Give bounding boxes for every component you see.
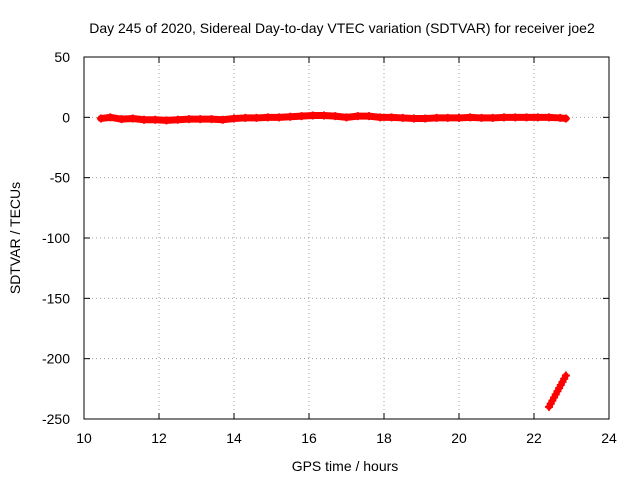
data-point — [443, 113, 452, 122]
data-point — [466, 113, 475, 122]
data-point — [365, 112, 373, 121]
data-point — [533, 113, 542, 122]
y-tick-label: 0 — [62, 109, 70, 125]
x-axis-label: GPS time / hours — [292, 458, 399, 474]
data-point — [275, 113, 283, 122]
grid — [84, 57, 609, 419]
data-point — [308, 111, 317, 120]
y-tick-label: -200 — [42, 351, 70, 367]
data-point — [410, 114, 418, 123]
data-point — [162, 116, 171, 125]
data-point — [477, 113, 486, 122]
x-tick-label: 14 — [226, 430, 242, 446]
data-point — [185, 115, 193, 124]
data-point — [353, 112, 362, 121]
data-point — [128, 114, 137, 123]
plot-frame — [83, 56, 610, 420]
data-point — [522, 113, 531, 122]
x-tick-label: 16 — [301, 430, 317, 446]
data-point — [218, 115, 227, 124]
data-series — [96, 111, 570, 411]
data-point — [263, 113, 272, 122]
data-point — [96, 114, 105, 123]
x-tick-label: 24 — [601, 430, 617, 446]
data-point — [331, 112, 340, 121]
x-tick-label: 10 — [76, 430, 92, 446]
data-point — [297, 112, 306, 121]
data-point — [342, 113, 351, 122]
y-tick-label: 50 — [54, 49, 70, 65]
data-point — [387, 113, 396, 122]
data-point — [545, 113, 553, 122]
data-point — [173, 115, 182, 124]
data-point — [286, 112, 295, 121]
data-point — [320, 111, 328, 120]
x-tick-label: 22 — [526, 430, 542, 446]
data-point — [376, 113, 385, 122]
data-point — [117, 115, 126, 124]
data-point — [151, 115, 160, 124]
data-point — [511, 113, 520, 122]
data-point — [252, 113, 261, 122]
x-tick-label: 20 — [451, 430, 467, 446]
data-point — [398, 113, 407, 122]
x-tick-label: 12 — [151, 430, 167, 446]
data-point — [196, 115, 205, 124]
data-point — [561, 114, 570, 123]
y-tick-label: -100 — [42, 230, 70, 246]
data-point — [106, 113, 115, 122]
chart-title: Day 245 of 2020, Sidereal Day-to-day VTE… — [89, 20, 595, 36]
y-axis-label: SDTVAR / TECUs — [7, 182, 23, 294]
x-tick-label: 18 — [376, 430, 392, 446]
data-point — [241, 113, 250, 122]
data-point — [207, 115, 216, 124]
data-point — [230, 114, 238, 123]
y-tick-label: -50 — [50, 170, 70, 186]
data-point — [421, 114, 430, 123]
axis-ticks: 10 12 14 16 18 20 22 24 50 0 -50 -100 -150 -200 -250 — [42, 49, 617, 446]
y-tick-label: -250 — [42, 411, 70, 427]
data-point — [561, 371, 570, 380]
data-point — [140, 115, 148, 124]
y-tick-label: -150 — [42, 290, 70, 306]
data-point — [455, 113, 463, 122]
data-point — [500, 113, 508, 122]
data-point — [488, 113, 497, 122]
data-point — [432, 113, 441, 122]
